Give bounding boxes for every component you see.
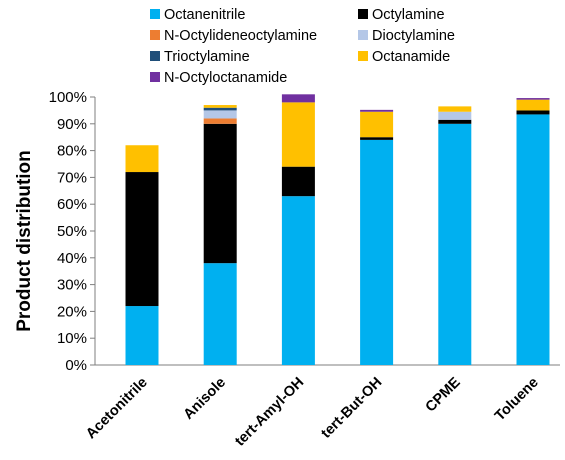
legend-swatch	[150, 51, 160, 61]
bar-segment-octylamine-tert-but-oh	[360, 137, 394, 140]
bar-segment-octanenitrile-tert-but-oh	[360, 139, 394, 365]
bar-segment-octanamide-tert-but-oh	[360, 111, 394, 138]
x-category-label: tert-But-OH	[318, 375, 385, 442]
y-tick-label: 0%	[65, 357, 87, 374]
y-tick-label: 40%	[57, 250, 87, 267]
legend-label: Octanamide	[372, 49, 450, 65]
bar-segment-octanamide-cpme	[438, 106, 472, 112]
legend-swatch	[150, 9, 160, 19]
bar-segment-octanenitrile-cpme	[438, 123, 472, 365]
bar-segment-octanamide-acetonitrile	[125, 145, 159, 173]
axes	[94, 97, 560, 366]
bar-segment-octanamide-anisole	[203, 105, 237, 108]
y-tick-labels: 0% 10% 20% 30% 40% 50% 60% 70% 80% 90% 100%	[49, 89, 95, 374]
y-tick-label: 80%	[57, 143, 87, 160]
bar-segment-n-octyloctanamide-tert-amyl-oh	[281, 94, 315, 103]
bar-segment-octylamine-acetonitrile	[125, 172, 159, 307]
x-category-label: CPME	[423, 374, 464, 415]
legend-swatch	[358, 51, 368, 61]
bar-segment-trioctylamine-anisole	[203, 107, 237, 111]
legend-label: N-Octylideneoctylamine	[164, 28, 317, 44]
y-tick-label: 50%	[57, 223, 87, 240]
legend: Octanenitrile Octylamine N-Octylideneoctyl…	[150, 7, 455, 86]
legend-swatch	[150, 30, 160, 40]
y-tick-label: 90%	[57, 116, 87, 133]
y-tick-label: 10%	[57, 330, 87, 347]
legend-swatch	[150, 72, 160, 82]
legend-label: Octylamine	[372, 7, 445, 23]
y-tick-label: 20%	[57, 303, 87, 320]
x-category-label: tert-Amyl-OH	[232, 375, 307, 450]
bar-segment-dioctylamine-cpme	[438, 111, 472, 120]
bar-segment-octanamide-tert-amyl-oh	[281, 102, 315, 167]
bar-segment-octanenitrile-tert-amyl-oh	[281, 196, 315, 365]
bar-segment-octylamine-toluene	[516, 110, 550, 115]
bar-segment-octanenitrile-acetonitrile	[125, 306, 159, 365]
x-tick-labels: Acetonitrile Anisole tert-Amyl-OH tert-But-…	[83, 374, 542, 449]
bar-segment-n-octyloctanamide-toluene	[516, 98, 550, 100]
y-tick-label: 70%	[57, 169, 87, 186]
legend-label: Trioctylamine	[164, 49, 250, 65]
legend-swatch	[358, 30, 368, 40]
legend-swatch	[358, 9, 368, 19]
bar-segment-octylamine-tert-amyl-oh	[281, 166, 315, 197]
bar-segment-octanamide-toluene	[516, 99, 550, 111]
y-axis-title: Product distribution	[14, 150, 35, 332]
bar-segment-octanenitrile-anisole	[203, 263, 237, 365]
bar-segment-dioctylamine-anisole	[203, 110, 237, 119]
y-tick-label: 30%	[57, 277, 87, 294]
bar-segment-n-octyloctanamide-tert-but-oh	[360, 109, 394, 112]
bar-segment-octylamine-anisole	[203, 123, 237, 264]
x-category-label: Acetonitrile	[83, 375, 151, 443]
y-tick-label: 60%	[57, 196, 87, 213]
y-tick-label: 100%	[49, 89, 87, 106]
x-category-label: Toluene	[492, 375, 542, 425]
legend-label: N-Octyloctanamide	[164, 70, 287, 86]
bars	[125, 94, 550, 365]
bar-segment-n-octylideneoctylamine-anisole	[203, 118, 237, 124]
x-category-label: Anisole	[181, 375, 229, 423]
bar-segment-octanenitrile-toluene	[516, 114, 550, 365]
legend-label: Dioctylamine	[372, 28, 455, 44]
bar-segment-octylamine-cpme	[438, 119, 472, 124]
legend-label: Octanenitrile	[164, 7, 245, 23]
